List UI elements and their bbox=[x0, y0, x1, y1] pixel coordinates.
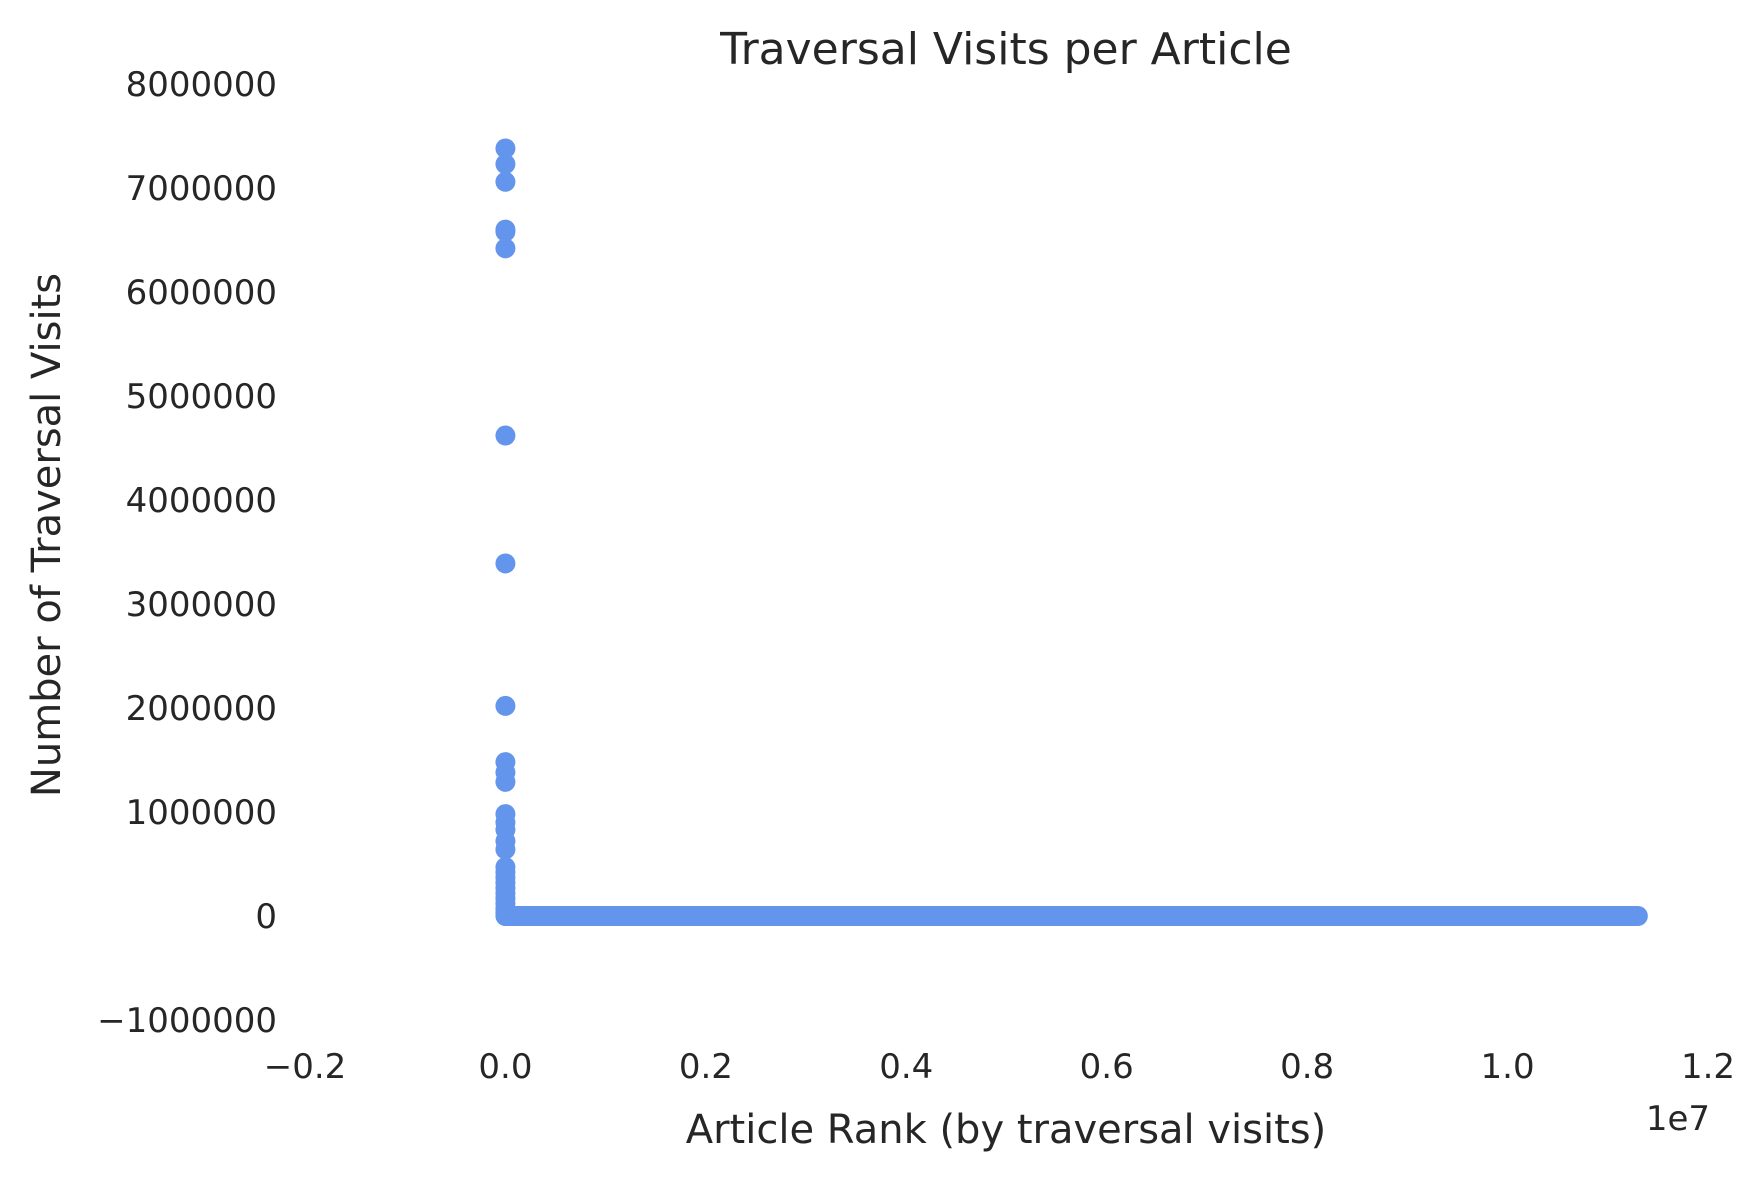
y-tick-label: 5000000 bbox=[126, 377, 277, 417]
y-tick-label: 1000000 bbox=[126, 793, 277, 833]
data-point bbox=[495, 553, 516, 574]
y-tick-label: 2000000 bbox=[126, 689, 277, 729]
data-point bbox=[495, 138, 516, 159]
data-point bbox=[495, 695, 516, 716]
x-tick-label: 1.2 bbox=[1681, 1047, 1735, 1087]
y-tick-label: 7000000 bbox=[126, 169, 277, 209]
y-axis-label: Number of Traversal Visits bbox=[24, 273, 70, 797]
x-tick-label: 0.6 bbox=[1080, 1047, 1134, 1087]
x-axis-offset-text: 1e7 bbox=[1646, 1099, 1710, 1139]
x-tick-label: 0.8 bbox=[1280, 1047, 1334, 1087]
x-axis-label: Article Rank (by traversal visits) bbox=[686, 1107, 1327, 1153]
data-point bbox=[495, 238, 516, 259]
chart-title: Traversal Visits per Article bbox=[719, 24, 1292, 75]
x-tick-label: 0.4 bbox=[879, 1047, 933, 1087]
y-tick-label: 6000000 bbox=[126, 273, 277, 313]
data-point bbox=[495, 902, 516, 923]
x-tick-label: 0.0 bbox=[478, 1047, 532, 1087]
x-tick-label: 0.2 bbox=[679, 1047, 733, 1087]
data-point bbox=[495, 171, 516, 192]
data-point bbox=[495, 839, 516, 860]
plot-area bbox=[495, 138, 1648, 926]
y-tick-label: 4000000 bbox=[126, 481, 277, 521]
data-point bbox=[495, 771, 516, 792]
y-tick-label: 3000000 bbox=[126, 585, 277, 625]
y-tick-label: 8000000 bbox=[126, 65, 277, 105]
data-point bbox=[495, 221, 516, 242]
data-point bbox=[495, 154, 516, 175]
data-point bbox=[495, 425, 516, 446]
y-axis-ticks: −1000000 0 1000000 2000000 3000000 4000000 500… bbox=[97, 65, 277, 1041]
x-tick-label: −0.2 bbox=[264, 1047, 347, 1087]
x-tick-label: 1.0 bbox=[1481, 1047, 1535, 1087]
x-axis-ticks: −0.2 0.0 0.2 0.4 0.6 0.8 1.0 1.2 bbox=[264, 1047, 1735, 1087]
y-tick-label: −1000000 bbox=[97, 1001, 277, 1041]
y-tick-label: 0 bbox=[255, 897, 277, 937]
